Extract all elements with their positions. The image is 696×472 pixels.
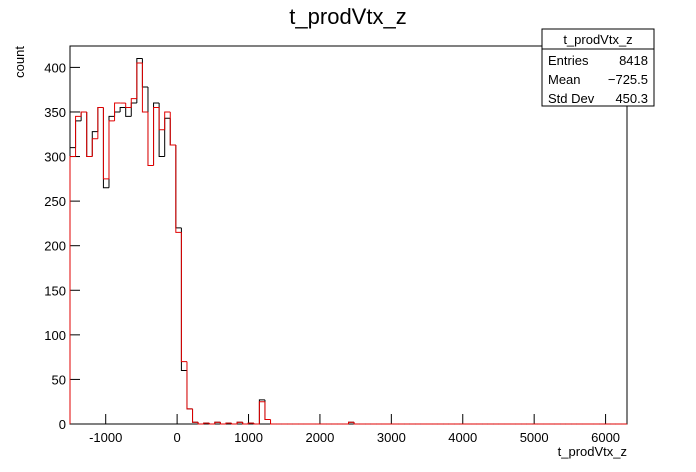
histogram-bin xyxy=(186,370,193,410)
stats-box xyxy=(541,28,655,107)
stats-value: 450.3 xyxy=(615,91,648,106)
histogram-bin xyxy=(219,422,226,425)
x-tick-label: 1000 xyxy=(234,430,263,445)
histogram-bin xyxy=(108,120,115,179)
histogram-bin xyxy=(192,408,199,423)
histogram-bin xyxy=(231,423,238,425)
histogram-bin xyxy=(86,111,93,158)
histogram-bin xyxy=(91,131,98,157)
histogram-bin xyxy=(147,87,154,166)
histogram-bin xyxy=(141,62,148,113)
histogram-bin xyxy=(197,422,204,425)
stats-label: Std Dev xyxy=(548,91,595,106)
histogram-bin xyxy=(236,421,243,424)
histogram-bin xyxy=(158,107,165,131)
histogram-bin xyxy=(119,107,126,112)
histogram-bin xyxy=(264,399,271,421)
histogram-bin xyxy=(270,419,277,425)
histogram-bin xyxy=(348,421,355,424)
histogram-bin xyxy=(75,115,82,157)
y-tick-label: 250 xyxy=(44,194,66,209)
histogram-bin xyxy=(214,421,221,424)
x-tick-label: 0 xyxy=(173,430,180,445)
histogram-bin xyxy=(203,422,210,424)
histogram-bin xyxy=(258,401,265,424)
histogram-bin xyxy=(108,115,115,188)
histogram-bin xyxy=(264,401,271,421)
y-tick-label: 300 xyxy=(44,150,66,165)
x-axis-label: t_prodVtx_z xyxy=(558,444,627,459)
histogram-bin xyxy=(164,117,171,157)
histogram-bin xyxy=(153,107,160,166)
histogram-bin xyxy=(130,102,137,117)
histogram-bin xyxy=(91,138,98,157)
x-tick-label: 3000 xyxy=(377,430,406,445)
histogram-bin xyxy=(80,111,87,117)
y-tick-label: 400 xyxy=(44,60,66,75)
histogram-bin xyxy=(164,111,171,130)
y-tick-label: 50 xyxy=(52,372,66,387)
histogram-bin xyxy=(97,107,104,139)
stats-value: 8418 xyxy=(619,53,648,68)
x-tick-label: -1000 xyxy=(89,430,122,445)
histogram-bin xyxy=(141,58,148,88)
histogram-bin xyxy=(69,147,76,424)
y-tick-label: 0 xyxy=(59,417,66,432)
histogram-bin xyxy=(136,62,143,99)
histogram-bin xyxy=(208,423,215,425)
histogram-bin xyxy=(247,422,254,424)
histogram-bin xyxy=(253,423,260,425)
histogram-bin xyxy=(175,144,182,229)
stats-label: Mean xyxy=(548,72,581,87)
x-tick-label: 6000 xyxy=(591,430,620,445)
histogram-bin xyxy=(153,102,160,166)
histogram-bin xyxy=(192,408,199,423)
histogram-bin xyxy=(80,111,87,121)
histogram-bin xyxy=(130,98,137,108)
chart-title: t_prodVtx_z xyxy=(289,4,406,29)
histogram-bin xyxy=(353,422,360,425)
y-tick-label: 150 xyxy=(44,283,66,298)
histogram-bin xyxy=(186,361,193,410)
histogram-bin xyxy=(175,144,182,233)
histogram-bin xyxy=(147,111,154,166)
histogram-bin xyxy=(102,107,109,180)
histogram-bin xyxy=(169,118,176,146)
y-axis-label: count xyxy=(12,46,27,78)
stats-value: −725.5 xyxy=(608,72,648,87)
histogram-bin xyxy=(242,422,249,425)
histogram-bin xyxy=(225,422,232,424)
histogram-bin xyxy=(180,232,187,363)
histogram-bin xyxy=(114,102,121,121)
histogram-bin xyxy=(75,120,82,148)
stats-label: Entries xyxy=(548,53,589,68)
histogram-bin xyxy=(102,107,109,189)
x-tick-label: 5000 xyxy=(520,430,549,445)
histogram-bin xyxy=(125,103,132,109)
histogram-bin xyxy=(169,111,176,146)
histogram-bin xyxy=(258,399,265,424)
y-tick-label: 200 xyxy=(44,239,66,254)
histogram-bin xyxy=(69,156,76,424)
stats-title: t_prodVtx_z xyxy=(563,32,632,47)
x-tick-label: 2000 xyxy=(305,430,334,445)
y-tick-label: 100 xyxy=(44,328,66,343)
x-tick-label: 4000 xyxy=(448,430,477,445)
y-tick-label: 350 xyxy=(44,105,66,120)
histogram-bin xyxy=(180,227,187,372)
histogram-bin xyxy=(270,419,277,425)
histogram-bin xyxy=(125,107,132,117)
histogram-bin xyxy=(136,57,143,104)
histogram-bin xyxy=(97,107,104,132)
histogram-bin xyxy=(86,111,93,158)
histogram-bin xyxy=(114,111,121,117)
